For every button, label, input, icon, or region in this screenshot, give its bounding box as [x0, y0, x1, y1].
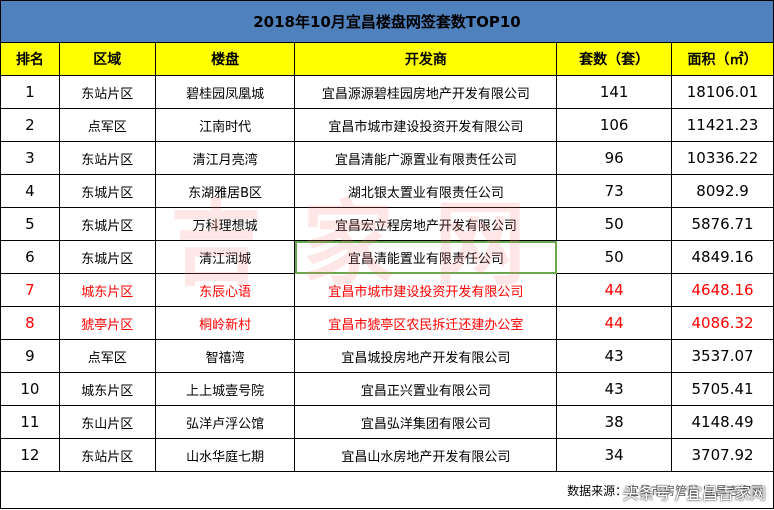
cell-units[interactable]: 73 [556, 174, 673, 208]
cell-project[interactable]: 清江润城 [154, 240, 296, 274]
cell-units[interactable]: 34 [556, 438, 673, 472]
cell-developer[interactable]: 湖北银太置业有限责任公司 [294, 174, 558, 208]
cell-developer[interactable]: 宜昌山水房地产开发有限公司 [294, 438, 558, 472]
cell-developer[interactable]: 宜昌城投房地产开发有限公司 [294, 339, 558, 373]
cell-size[interactable]: 4648.16 [671, 273, 774, 307]
cell-size[interactable]: 8092.9 [671, 174, 774, 208]
cell-area[interactable]: 东站片区 [58, 141, 156, 175]
cell-developer[interactable]: 宜昌正兴置业有限公司 [294, 372, 558, 406]
header-developer[interactable]: 开发商 [294, 42, 558, 76]
cell-rank[interactable]: 1 [0, 75, 60, 109]
cell-area[interactable]: 东城片区 [58, 174, 156, 208]
header-area[interactable]: 区域 [58, 42, 156, 76]
cell-developer[interactable]: 宜昌市城市建设投资开发有限公司 [294, 108, 558, 142]
cell-size[interactable]: 18106.01 [671, 75, 774, 109]
table-row: 4 东城片区 东湖雅居B区 湖北银太置业有限责任公司 73 8092.9 [0, 174, 774, 208]
cell-area[interactable]: 猇亭片区 [58, 306, 156, 340]
table-row: 1 东站片区 碧桂园凤凰城 宜昌源源碧桂园房地产开发有限公司 141 18106.01 [0, 75, 774, 109]
cell-area[interactable]: 点军区 [58, 108, 156, 142]
cell-project[interactable]: 山水华庭七期 [154, 438, 296, 472]
cell-size[interactable]: 10336.22 [671, 141, 774, 175]
cell-area[interactable]: 东站片区 [58, 438, 156, 472]
cell-rank[interactable]: 9 [0, 339, 60, 373]
cell-size[interactable]: 3537.07 [671, 339, 774, 373]
cell-size[interactable]: 5876.71 [671, 207, 774, 241]
cell-area[interactable]: 点军区 [58, 339, 156, 373]
cell-developer[interactable]: 宜昌市猇亭区农民拆迁还建办公室 [294, 306, 558, 340]
header-row: 排名 区域 楼盘 开发商 套数（套） 面积（㎡） [0, 42, 774, 76]
source-label: 数据来源： [567, 483, 628, 498]
cell-units[interactable]: 38 [556, 405, 673, 439]
table-title: 2018年10月宜昌楼盘网签套数TOP10 [0, 0, 774, 43]
cell-area[interactable]: 东站片区 [58, 75, 156, 109]
header-project[interactable]: 楼盘 [154, 42, 296, 76]
cell-size[interactable]: 5705.41 [671, 372, 774, 406]
cell-rank[interactable]: 4 [0, 174, 60, 208]
cell-size[interactable]: 4148.49 [671, 405, 774, 439]
cell-rank[interactable]: 8 [0, 306, 60, 340]
cell-rank[interactable]: 5 [0, 207, 60, 241]
table-row: 12 东站片区 山水华庭七期 宜昌山水房地产开发有限公司 34 3707.92 [0, 438, 774, 472]
cell-rank[interactable]: 2 [0, 108, 60, 142]
cell-project[interactable]: 碧桂园凤凰城 [154, 75, 296, 109]
table-row: 3 东站片区 清江月亮湾 宜昌清能广源置业有限责任公司 96 10336.22 [0, 141, 774, 175]
cell-units[interactable]: 96 [556, 141, 673, 175]
footer-source: 数据来源：宜昌市房管局 宜昌吉家网 [0, 471, 774, 509]
cell-units[interactable]: 141 [556, 75, 673, 109]
cell-project[interactable]: 东湖雅居B区 [154, 174, 296, 208]
cell-rank[interactable]: 10 [0, 372, 60, 406]
cell-developer[interactable]: 宜昌源源碧桂园房地产开发有限公司 [294, 75, 558, 109]
cell-area[interactable]: 城东片区 [58, 273, 156, 307]
cell-units[interactable]: 50 [556, 240, 673, 274]
table-row: 2 点军区 江南时代 宜昌市城市建设投资开发有限公司 106 11421.23 [0, 108, 774, 142]
header-units[interactable]: 套数（套） [556, 42, 673, 76]
cell-units[interactable]: 43 [556, 339, 673, 373]
cell-rank[interactable]: 6 [0, 240, 60, 274]
header-size[interactable]: 面积（㎡） [671, 42, 774, 76]
cell-units[interactable]: 106 [556, 108, 673, 142]
table-row: 5 东城片区 万科理想城 宜昌宏立程房地产开发有限公司 50 5876.71 [0, 207, 774, 241]
table-row: 6 东城片区 清江润城 宜昌清能置业有限责任公司 50 4849.16 [0, 240, 774, 274]
cell-area[interactable]: 东城片区 [58, 207, 156, 241]
table-row: 9 点军区 智禧湾 宜昌城投房地产开发有限公司 43 3537.07 [0, 339, 774, 373]
cell-project[interactable]: 智禧湾 [154, 339, 296, 373]
cell-units[interactable]: 44 [556, 306, 673, 340]
cell-rank[interactable]: 7 [0, 273, 60, 307]
cell-rank[interactable]: 11 [0, 405, 60, 439]
cell-units[interactable]: 50 [556, 207, 673, 241]
source-value: 宜昌市房管局 宜昌吉家网 [627, 483, 763, 498]
table-row: 8 猇亭片区 桐岭新村 宜昌市猇亭区农民拆迁还建办公室 44 4086.32 [0, 306, 774, 340]
cell-developer[interactable]: 宜昌市城市建设投资开发有限公司 [294, 273, 558, 307]
cell-size[interactable]: 4086.32 [671, 306, 774, 340]
header-rank[interactable]: 排名 [0, 42, 60, 76]
cell-area[interactable]: 东山片区 [58, 405, 156, 439]
cell-units[interactable]: 44 [556, 273, 673, 307]
table-row: 11 东山片区 弘洋卢浮公馆 宜昌弘洋集团有限公司 38 4148.49 [0, 405, 774, 439]
cell-developer[interactable]: 宜昌宏立程房地产开发有限公司 [294, 207, 558, 241]
cell-rank[interactable]: 3 [0, 141, 60, 175]
cell-project[interactable]: 东辰心语 [154, 273, 296, 307]
cell-project[interactable]: 上上城壹号院 [154, 372, 296, 406]
cell-rank[interactable]: 12 [0, 438, 60, 472]
cell-area[interactable]: 东城片区 [58, 240, 156, 274]
cell-project[interactable]: 桐岭新村 [154, 306, 296, 340]
cell-project[interactable]: 清江月亮湾 [154, 141, 296, 175]
cell-developer[interactable]: 宜昌弘洋集团有限公司 [294, 405, 558, 439]
cell-area[interactable]: 城东片区 [58, 372, 156, 406]
cell-project[interactable]: 弘洋卢浮公馆 [154, 405, 296, 439]
cell-size[interactable]: 4849.16 [671, 240, 774, 274]
table-row: 10 城东片区 上上城壹号院 宜昌正兴置业有限公司 43 5705.41 [0, 372, 774, 406]
cell-developer[interactable]: 宜昌清能广源置业有限责任公司 [294, 141, 558, 175]
cell-units[interactable]: 43 [556, 372, 673, 406]
cell-developer[interactable]: 宜昌清能置业有限责任公司 [294, 240, 558, 274]
cell-size[interactable]: 3707.92 [671, 438, 774, 472]
cell-project[interactable]: 江南时代 [154, 108, 296, 142]
table-row: 7 城东片区 东辰心语 宜昌市城市建设投资开发有限公司 44 4648.16 [0, 273, 774, 307]
cell-project[interactable]: 万科理想城 [154, 207, 296, 241]
cell-size[interactable]: 11421.23 [671, 108, 774, 142]
